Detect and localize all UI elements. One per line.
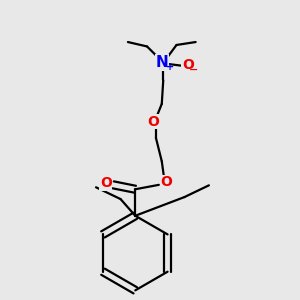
Text: −: − [189, 65, 198, 75]
Text: O: O [100, 176, 112, 190]
Text: O: O [182, 58, 194, 72]
Text: N: N [155, 55, 168, 70]
Text: +: + [166, 62, 174, 72]
Text: O: O [147, 115, 159, 128]
Text: O: O [160, 176, 172, 190]
